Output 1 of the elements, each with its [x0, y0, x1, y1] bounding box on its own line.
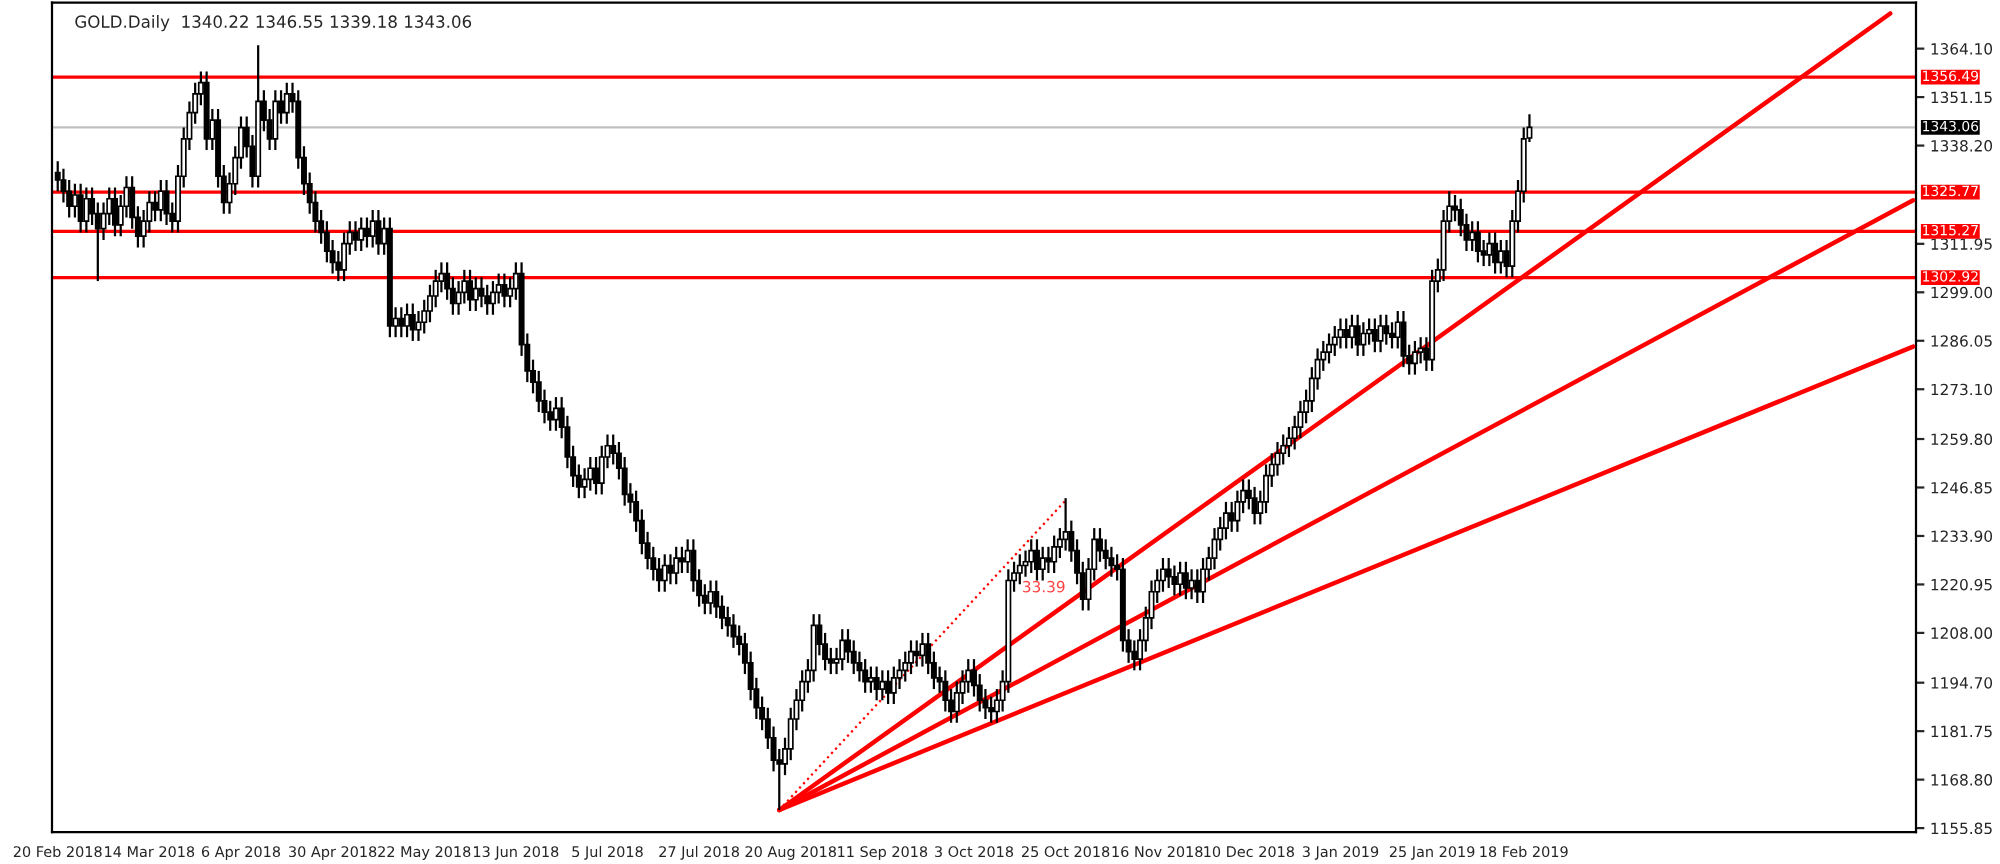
text: GOLD.Daily 1340.22 1346.55 1339.18 1343.06 [75, 15, 472, 32]
